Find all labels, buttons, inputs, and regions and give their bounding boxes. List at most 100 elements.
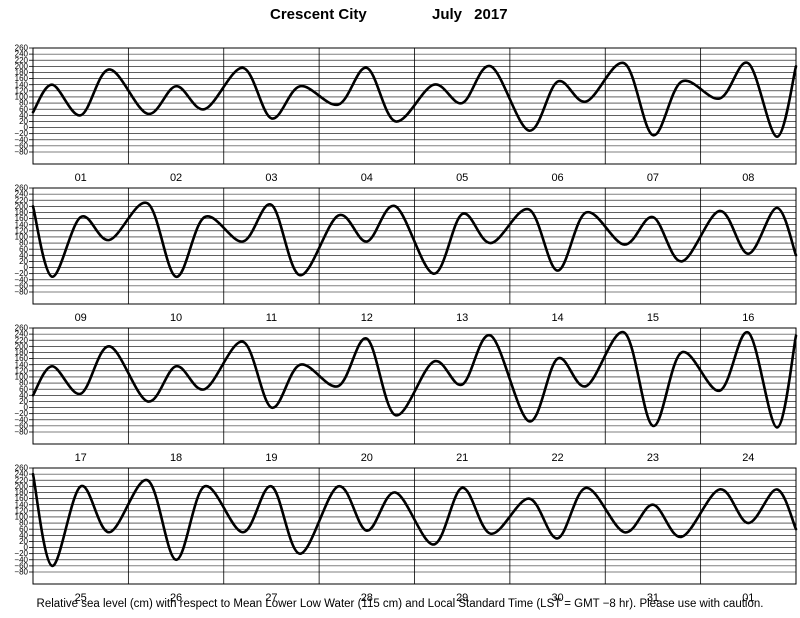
y-tick-label: 220	[15, 476, 29, 485]
y-tick-label: −20	[14, 129, 28, 138]
y-tick-label: 140	[15, 360, 29, 369]
tide-curve	[31, 472, 798, 568]
y-tick-label: 100	[15, 373, 29, 382]
day-label: 26	[170, 592, 182, 604]
y-tick-label: −60	[14, 561, 28, 570]
day-label: 19	[265, 452, 277, 464]
y-tick-label: 60	[19, 525, 28, 534]
day-label: 28	[361, 592, 373, 604]
y-tick-label: −80	[14, 288, 28, 297]
y-tick-label: 160	[15, 354, 29, 363]
y-tick-label: 160	[15, 74, 29, 83]
chart-title: Crescent City July 2017	[0, 6, 800, 26]
day-label: 30	[551, 592, 563, 604]
day-label: 09	[75, 312, 87, 324]
y-tick-label: −20	[14, 549, 28, 558]
y-tick-label: 260	[15, 464, 29, 473]
y-tick-label: 140	[15, 80, 29, 89]
y-tick-label: −20	[14, 269, 28, 278]
y-tick-label: 260	[15, 184, 29, 193]
y-tick-label: 200	[15, 342, 29, 351]
y-tick-label: 180	[15, 68, 29, 77]
day-label: 04	[361, 172, 373, 184]
panel-4: −80−60−40−200204060801001201401601802002…	[14, 464, 798, 604]
day-label: 06	[551, 172, 563, 184]
y-tick-label: 20	[19, 397, 28, 406]
panel-frame	[32, 47, 797, 165]
y-tick-label: 60	[19, 105, 28, 114]
y-tick-label: 40	[19, 391, 28, 400]
y-tick-label: 260	[15, 324, 29, 333]
y-tick-label: 200	[15, 62, 29, 71]
y-tick-label: 180	[15, 208, 29, 217]
y-tick-label: 120	[15, 226, 29, 235]
y-tick-label: 100	[15, 513, 29, 522]
day-label: 16	[742, 312, 754, 324]
y-tick-label: 140	[15, 220, 29, 229]
day-label: 14	[551, 312, 563, 324]
footer-caption: Relative sea level (cm) with respect to …	[36, 598, 764, 610]
panel-frame	[32, 187, 797, 305]
y-tick-label: 80	[19, 379, 28, 388]
y-tick-label: 180	[15, 348, 29, 357]
y-tick-label: 0	[24, 403, 29, 412]
day-label: 01	[75, 172, 87, 184]
y-tick-label: −80	[14, 428, 28, 437]
day-label: 07	[647, 172, 659, 184]
y-tick-label: 60	[19, 385, 28, 394]
y-tick-label: 0	[24, 543, 29, 552]
y-tick-label: −20	[14, 409, 28, 418]
y-tick-label: 20	[19, 537, 28, 546]
y-tick-label: 40	[19, 251, 28, 260]
y-tick-label: 140	[15, 500, 29, 509]
y-tick-label: −40	[14, 275, 28, 284]
y-tick-label: 240	[15, 50, 29, 59]
y-tick-label: 160	[15, 494, 29, 503]
day-label: 10	[170, 312, 182, 324]
day-label: 18	[170, 452, 182, 464]
y-tick-label: 220	[15, 336, 29, 345]
y-tick-label: −60	[14, 421, 28, 430]
y-tick-label: −80	[14, 148, 28, 157]
y-tick-label: 100	[15, 93, 29, 102]
day-label: 29	[456, 592, 468, 604]
tide-curve	[31, 331, 798, 429]
y-tick-label: 200	[15, 482, 29, 491]
y-tick-label: −80	[14, 568, 28, 577]
y-tick-label: 100	[15, 233, 29, 242]
y-tick-label: 20	[19, 117, 28, 126]
day-label: 15	[647, 312, 659, 324]
y-tick-label: 240	[15, 190, 29, 199]
y-tick-label: −40	[14, 555, 28, 564]
y-tick-label: 0	[24, 123, 29, 132]
day-label: 25	[75, 592, 87, 604]
y-tick-label: 80	[19, 239, 28, 248]
y-tick-label: 220	[15, 56, 29, 65]
y-tick-label: 240	[15, 330, 29, 339]
y-tick-label: 20	[19, 257, 28, 266]
y-tick-label: 60	[19, 245, 28, 254]
day-label: 17	[75, 452, 87, 464]
day-label: 05	[456, 172, 468, 184]
y-tick-label: 0	[24, 263, 29, 272]
y-tick-label: 120	[15, 366, 29, 375]
y-tick-label: 40	[19, 531, 28, 540]
panel-3: −80−60−40−200204060801001201401601802002…	[14, 324, 798, 464]
day-label: 13	[456, 312, 468, 324]
day-label: 31	[647, 592, 659, 604]
tide-curve	[31, 61, 798, 139]
y-tick-label: −40	[14, 415, 28, 424]
day-label: 03	[265, 172, 277, 184]
panel-frame	[32, 327, 797, 445]
chart-period: July 2017	[432, 6, 508, 23]
day-label: 23	[647, 452, 659, 464]
day-label: 11	[266, 312, 277, 324]
y-tick-label: 120	[15, 86, 29, 95]
y-tick-label: 260	[15, 44, 29, 53]
y-tick-label: 240	[15, 470, 29, 479]
day-label: 27	[265, 592, 277, 604]
y-tick-label: 160	[15, 214, 29, 223]
day-label: 12	[361, 312, 373, 324]
day-label: 20	[361, 452, 373, 464]
